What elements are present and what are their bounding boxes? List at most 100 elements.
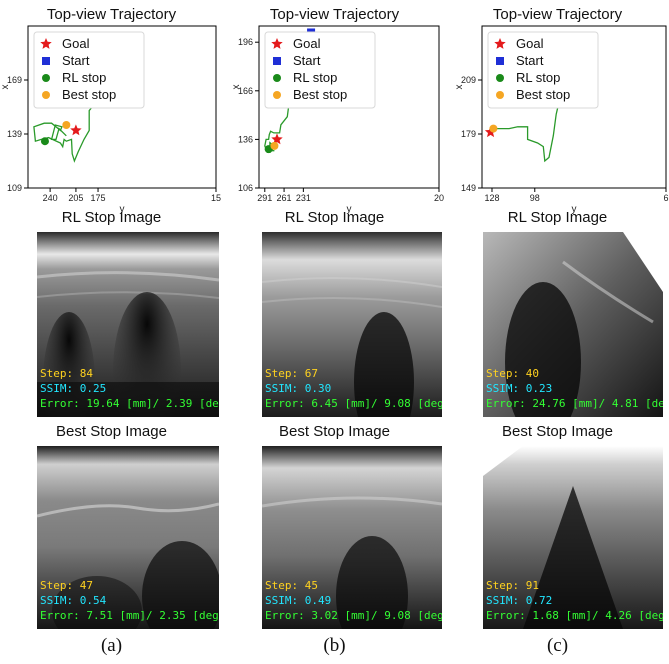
panel-a: Top-view Trajectory 240 205 175 15 109 139 169… [0, 0, 223, 664]
legend-label: Start [516, 53, 544, 68]
best-stop-image: Step: 45 SSIM: 0.49 Error: 3.02 [mm]/ 9.… [262, 446, 442, 629]
x-tick-label: 20 [434, 193, 444, 203]
y-tick-label: 209 [461, 75, 476, 85]
error-text: Error: 6.45 [mm]/ 9.08 [deg] [265, 397, 442, 410]
panel-caption: (a) [100, 635, 123, 656]
legend-box [264, 31, 376, 109]
legend-label: Start [62, 53, 90, 68]
best-stop-metrics: Step: 47 SSIM: 0.54 Error: 7.51 [mm]/ 2.… [40, 578, 219, 623]
rl-stop-metrics: Step: 40 SSIM: 0.23 Error: 24.76 [mm]/ 4… [486, 366, 663, 411]
ultrasound-image [262, 446, 442, 629]
step-text: Step: 40 [486, 367, 539, 380]
y-tick-label: 139 [7, 129, 22, 139]
legend-rl-stop-icon [273, 74, 281, 82]
trajectory-plot-c: 128 98 6 149 179 209 y x Goal Start RL stop Best st… [454, 25, 669, 214]
best-stop-title: Best Stop Image [56, 423, 167, 440]
y-axis-label: x [454, 85, 465, 90]
y-axis-label: x [0, 85, 11, 90]
x-tick-label: 128 [484, 193, 499, 203]
y-tick-label: 166 [238, 86, 253, 96]
ssim-text: SSIM: 0.30 [265, 382, 332, 395]
ssim-text: SSIM: 0.23 [486, 382, 553, 395]
rl-stop-metrics: Step: 84 SSIM: 0.25 Error: 19.64 [mm]/ 2… [40, 366, 219, 411]
step-text: Step: 47 [40, 579, 93, 592]
legend-box [487, 31, 599, 109]
legend-best-stop-icon [496, 91, 504, 99]
x-tick-label: 240 [43, 193, 58, 203]
goal-marker [271, 133, 283, 145]
legend-goal-icon [271, 38, 283, 49]
panel-b: Top-view Trajectory 291 261 231 20 106 136 166… [223, 0, 446, 664]
step-text: Step: 67 [265, 367, 318, 380]
trajectory-plot-a: 240 205 175 15 109 139 169 y x Goal Start RL stop Be… [0, 25, 221, 214]
legend-label: Goal [62, 36, 90, 51]
y-tick-label: 179 [461, 129, 476, 139]
x-axis-label: y [572, 204, 577, 214]
ssim-text: SSIM: 0.25 [40, 382, 107, 395]
goal-marker [484, 126, 497, 138]
error-text: Error: 24.76 [mm]/ 4.81 [deg] [486, 397, 663, 410]
panel-caption: (c) [546, 635, 569, 656]
step-text: Step: 45 [265, 579, 318, 592]
ultrasound-image [262, 232, 442, 417]
legend-label: Start [293, 53, 321, 68]
legend-start-icon [273, 57, 281, 65]
best-stop-title: Best Stop Image [502, 423, 613, 440]
best-stop-metrics: Step: 91 SSIM: 0.72 Error: 1.68 [mm]/ 4.… [486, 578, 663, 623]
best-stop-metrics: Step: 45 SSIM: 0.49 Error: 3.02 [mm]/ 9.… [265, 578, 442, 623]
legend-label: Goal [293, 36, 321, 51]
rl-stop-metrics: Step: 67 SSIM: 0.30 Error: 6.45 [mm]/ 9.… [265, 366, 442, 411]
step-text: Step: 84 [40, 367, 93, 380]
best-stop-image: Step: 91 SSIM: 0.72 Error: 1.68 [mm]/ 4.… [483, 446, 663, 629]
legend-label: RL stop [516, 70, 560, 85]
x-tick-label: 291 [257, 193, 272, 203]
y-tick-label: 169 [7, 75, 22, 85]
legend-box [33, 31, 145, 109]
ssim-text: SSIM: 0.54 [40, 594, 107, 607]
y-tick-label: 136 [238, 134, 253, 144]
rl-stop-image: Step: 40 SSIM: 0.23 Error: 24.76 [mm]/ 4… [483, 232, 663, 417]
ultrasound-image [37, 446, 219, 629]
best-stop-marker [489, 124, 498, 133]
x-tick-label: 175 [91, 193, 106, 203]
legend-goal-icon [494, 38, 506, 49]
rl-stop-title: RL Stop Image [61, 209, 162, 226]
error-text: Error: 19.64 [mm]/ 2.39 [deg] [40, 397, 219, 410]
y-tick-label: 106 [238, 183, 253, 193]
best-stop-marker [270, 141, 279, 150]
legend-rl-stop-icon [42, 74, 50, 82]
legend-best-stop-icon [42, 91, 50, 99]
trajectory-plot-b: 291 261 231 20 106 136 166 196 y x Goal Start RL sto… [231, 25, 444, 214]
best-stop-image: Step: 47 SSIM: 0.54 Error: 7.51 [mm]/ 2.… [37, 446, 219, 629]
legend-start-icon [42, 57, 50, 65]
error-text: Error: 3.02 [mm]/ 9.08 [deg] [265, 609, 442, 622]
rl-stop-image: Step: 84 SSIM: 0.25 Error: 19.64 [mm]/ 2… [37, 232, 219, 417]
legend-label: Best stop [293, 87, 347, 102]
y-tick-label: 109 [7, 183, 22, 193]
legend-best-stop-icon [273, 91, 281, 99]
goal-marker [70, 124, 82, 136]
legend-label: Goal [516, 36, 544, 51]
x-tick-label: 261 [277, 193, 292, 203]
legend-label: RL stop [293, 70, 337, 85]
best-stop-title: Best Stop Image [279, 423, 390, 440]
x-tick-label: 6 [663, 193, 668, 203]
legend-label: Best stop [516, 87, 570, 102]
step-text: Step: 91 [486, 579, 539, 592]
best-stop-marker [62, 121, 71, 129]
ultrasound-image [483, 446, 663, 629]
rl-stop-title: RL Stop Image [507, 209, 608, 226]
y-axis-label: x [231, 85, 242, 90]
panel-c: Top-view Trajectory 128 98 6 149 179 209 y x Goa… [446, 0, 669, 664]
x-tick-label: 15 [211, 193, 221, 203]
legend-label: RL stop [62, 70, 106, 85]
plot-title: Top-view Trajectory [269, 6, 400, 23]
legend-label: Best stop [62, 87, 116, 102]
x-axis-label: y [347, 204, 352, 214]
trajectory-line [33, 68, 105, 163]
rl-stop-title: RL Stop Image [284, 209, 385, 226]
legend-rl-stop-icon [496, 74, 504, 82]
x-tick-label: 231 [296, 193, 311, 203]
x-tick-label: 205 [68, 193, 83, 203]
x-axis-label: y [120, 204, 125, 214]
